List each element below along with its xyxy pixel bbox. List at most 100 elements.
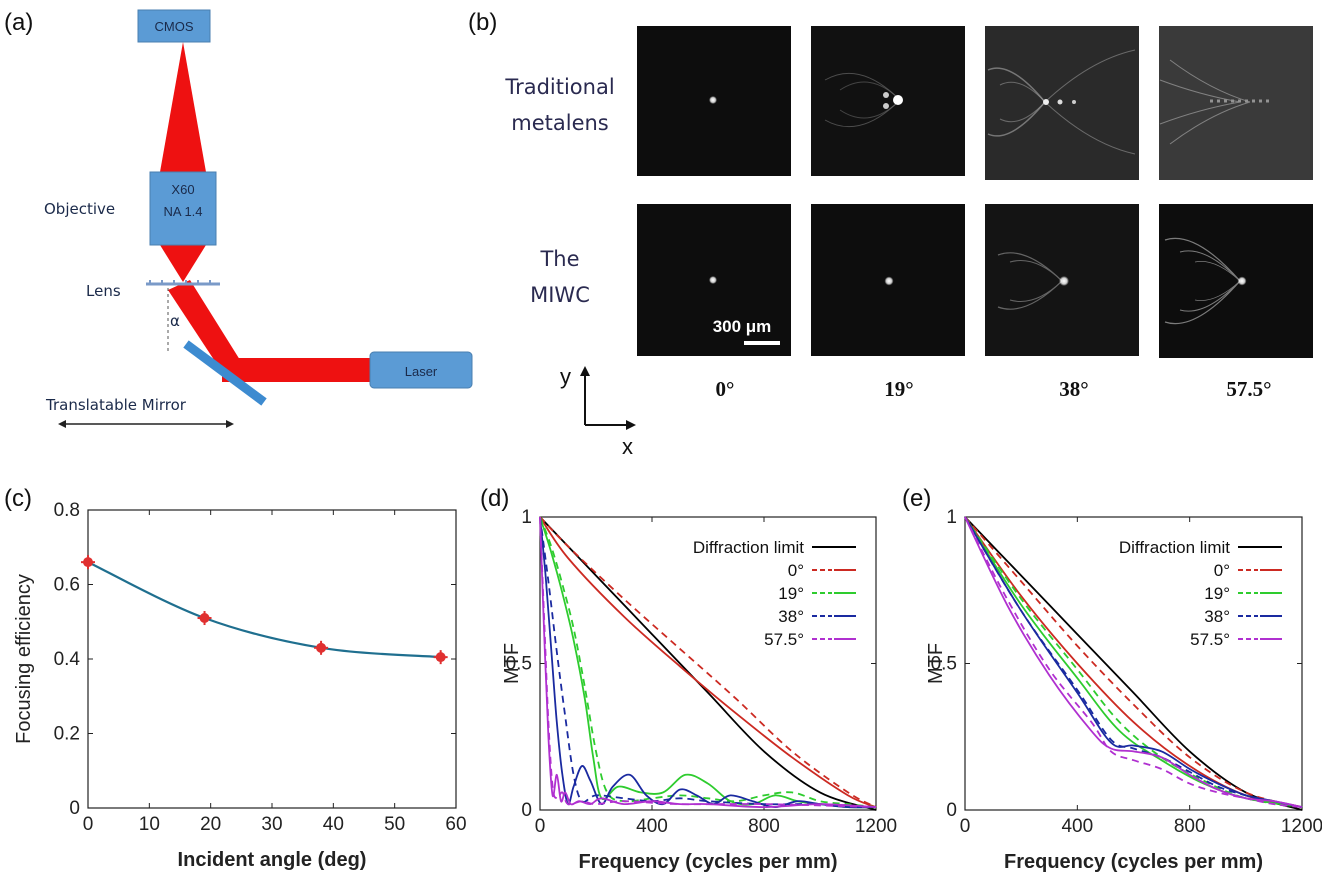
pattern-trad-19 [824, 72, 903, 128]
laser-label: Laser [405, 364, 438, 379]
legend-label: 0° [1214, 561, 1230, 580]
beam-diagonal [168, 280, 240, 372]
row2-label-line1: The [539, 247, 579, 271]
track-arrow-left [58, 420, 66, 428]
lens-label: Lens [86, 282, 121, 300]
mtf-series-19-dashed [539, 516, 877, 808]
objective-na: NA 1.4 [163, 204, 202, 219]
mtf-series-38-dashed [964, 516, 1303, 808]
panel-d-label: (d) [480, 485, 509, 512]
panel-e-label: (e) [902, 485, 931, 512]
spot-trad-0 [709, 96, 717, 104]
angle-label-0: 0° [716, 377, 735, 401]
legend-label: 19° [778, 584, 804, 603]
objective-mag: X60 [171, 182, 194, 197]
legend-label: 38° [1204, 607, 1230, 626]
mtf-series-0-dashed [964, 516, 1303, 808]
mtf-series-diffraction-limit [539, 516, 877, 811]
mtf-series-57-5-solid [539, 516, 877, 809]
scalebar [744, 341, 780, 345]
mtf-series-0-dashed [539, 516, 877, 808]
objective-label: Objective [44, 200, 115, 218]
pattern-trad-38 [987, 49, 1136, 155]
x-tick-label: 1200 [1281, 816, 1322, 837]
mtf-series-57-5-dashed [964, 516, 1303, 808]
y-tick-label: 1 [521, 507, 532, 528]
x-tick-label: 400 [1061, 816, 1093, 837]
legend-label: 57.5° [764, 630, 804, 649]
pattern-miwc-38 [997, 252, 1063, 310]
legend-label: Diffraction limit [693, 538, 804, 557]
laser-box [369, 351, 473, 389]
efficiency-curve [87, 561, 441, 659]
legend-label: 0° [788, 561, 804, 580]
plot-frame [87, 509, 457, 809]
mtf-series-38-solid [964, 516, 1303, 808]
spot-miwc-19 [884, 276, 894, 286]
spot-miwc-0 [709, 276, 717, 284]
beam-to-cmos [160, 42, 206, 172]
pattern-trad-575 [1159, 59, 1270, 145]
y-tick-label: 0 [69, 798, 80, 819]
y-axis-label: MTF [925, 643, 947, 684]
angle-label-575: 57.5° [1226, 377, 1271, 401]
y-tick-label: 0.4 [54, 649, 81, 670]
legend-label: Diffraction limit [1119, 538, 1230, 557]
row2-label-line2: MIWC [530, 283, 590, 307]
mtf-series-19-dashed [964, 516, 1303, 808]
mtf-series-0-solid [964, 516, 1303, 808]
panel-a-label: (a) [4, 9, 33, 36]
x-axis-label: Incident angle (deg) [178, 849, 367, 871]
x-tick-label: 30 [261, 814, 282, 835]
panel-b-label: (b) [468, 9, 497, 36]
panel-a: (a) CMOS X60 NA 1.4 Objective Lens α Las… [4, 9, 473, 428]
angle-label-38: 38° [1059, 377, 1088, 401]
track-arrow-right [226, 420, 234, 428]
image-trad-19 [811, 26, 965, 176]
plot-frame [539, 516, 877, 811]
mtf-series-0-solid [539, 516, 877, 808]
mtf-series-19-solid [964, 516, 1303, 808]
image-miwc-575 [1159, 204, 1313, 358]
spot-miwc-575 [1237, 276, 1247, 286]
x-tick-label: 0 [960, 816, 971, 837]
axis-y-label: y [560, 364, 571, 389]
y-tick-label: 0.2 [54, 724, 80, 745]
scalebar-label: 300 μm [713, 317, 772, 336]
mtf-series-57-5-solid [964, 516, 1303, 808]
axis-x-label: x [622, 434, 633, 459]
lens-ticks [149, 280, 211, 284]
x-tick-label: 400 [636, 816, 668, 837]
x-tick-label: 800 [748, 816, 780, 837]
row1-label-line1: Traditional [504, 75, 614, 99]
efficiency-marker [314, 640, 329, 655]
y-axis-label: Focusing efficiency [13, 574, 35, 744]
y-tick-label: 0 [521, 800, 532, 821]
plot-frame [964, 516, 1303, 811]
mirror-label: Translatable Mirror [45, 396, 187, 414]
x-axis-label: Frequency (cycles per mm) [579, 851, 838, 873]
x-axis-label: Frequency (cycles per mm) [1004, 851, 1263, 873]
alpha-label: α [170, 312, 180, 330]
beam-focus [160, 245, 206, 282]
axis-x-head [626, 420, 636, 430]
cmos-label: CMOS [155, 19, 194, 34]
axis-y-head [580, 366, 590, 376]
x-tick-label: 60 [445, 814, 466, 835]
mtf-series-19-solid [539, 516, 877, 809]
y-tick-label: 0 [946, 800, 957, 821]
y-axis-label: MTF [501, 643, 523, 684]
chart-c: 0 10 20 30 40 50 60 0 0.2 0.4 0.6 0.8 Incident angle… [13, 500, 467, 871]
mtf-series-38-dashed [539, 516, 877, 808]
y-tick-label: 0.5 [506, 654, 532, 675]
efficiency-marker [197, 611, 212, 626]
angle-label-19: 19° [884, 377, 913, 401]
efficiency-marker [433, 650, 448, 665]
spot-miwc-38 [1059, 276, 1069, 286]
beam-horizontal [222, 358, 372, 382]
x-tick-label: 40 [323, 814, 344, 835]
row1-label-line2: metalens [511, 111, 608, 135]
mirror [183, 340, 267, 406]
chart-e: 0 400 800 1200 0 0.5 1 Frequency (cycles per mm… [925, 507, 1322, 873]
